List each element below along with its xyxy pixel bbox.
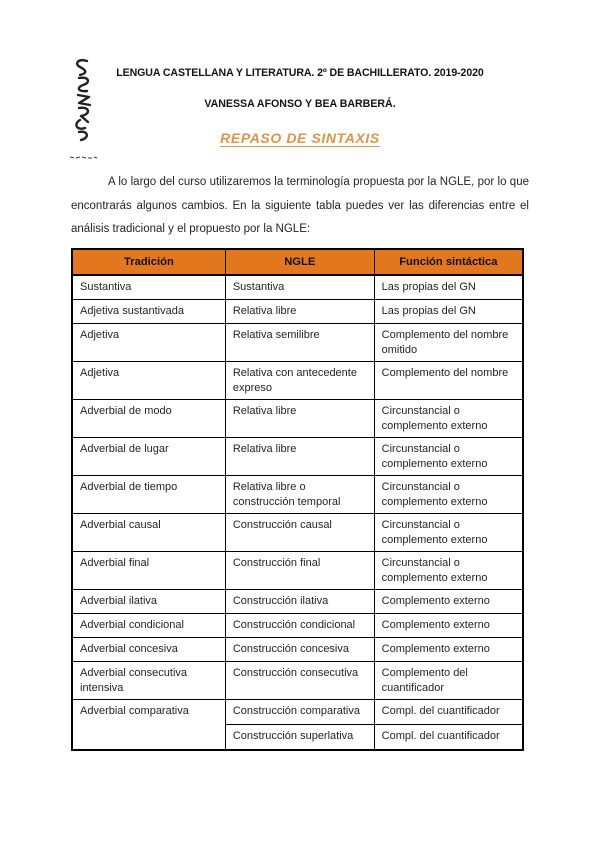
column-header-ngle: NGLE bbox=[224, 248, 375, 276]
table-cell: Relativa libre bbox=[224, 437, 375, 476]
table-row: Construcción superlativa Compl. del cuan… bbox=[72, 724, 524, 751]
table-cell: Adverbial consecutiva intensiva bbox=[71, 661, 226, 700]
table-row: Adverbial condicional Construcción condi… bbox=[71, 613, 524, 638]
table-cell: Relativa libre o construcción temporal bbox=[224, 475, 375, 514]
table-cell: Relativa semilibre bbox=[224, 323, 375, 362]
table-row: Adverbial comparativa Construcción compa… bbox=[71, 699, 524, 751]
table-cell: Adjetiva bbox=[71, 361, 226, 400]
table-cell: Construcción concesiva bbox=[224, 637, 375, 662]
table-cell: Circunstancial o complemento externo bbox=[373, 551, 524, 590]
table-cell: Adverbial de tiempo bbox=[71, 475, 226, 514]
table-row: Adverbial de lugar Relativa libre Circun… bbox=[71, 437, 524, 476]
table-cell: Complemento externo bbox=[373, 613, 524, 638]
graffiti-logo-icon bbox=[69, 59, 98, 159]
table-row: Adverbial final Construcción final Circu… bbox=[71, 551, 524, 590]
document-header-line1: LENGUA CASTELLANA Y LITERATURA. 2º DE BA… bbox=[116, 67, 484, 79]
table-row: Adverbial consecutiva intensiva Construc… bbox=[71, 661, 524, 700]
table-cell: Complemento del nombre bbox=[373, 361, 524, 400]
table-cell: Relativa libre bbox=[224, 399, 375, 438]
table-row: Adverbial de tiempo Relativa libre o con… bbox=[71, 475, 524, 514]
table-cell: Complemento del nombre omitido bbox=[373, 323, 524, 362]
table-cell: Construcción condicional bbox=[224, 613, 375, 638]
syntax-comparison-table: Tradición NGLE Función sintáctica Sustan… bbox=[71, 248, 524, 751]
table-cell: Relativa con antecedente expreso bbox=[224, 361, 375, 400]
table-cell: Circunstancial o complemento externo bbox=[373, 513, 524, 552]
table-cell-merged: Adverbial comparativa bbox=[71, 699, 226, 751]
table-cell: Complemento del cuantificador bbox=[373, 661, 524, 700]
table-cell: Las propias del GN bbox=[373, 299, 524, 324]
table-cell: Sustantiva bbox=[71, 274, 226, 300]
table-cell: Construcción causal bbox=[224, 513, 375, 552]
table-cell: Construcción comparativa bbox=[224, 699, 375, 725]
table-row: Adjetiva sustantivada Relativa libre Las… bbox=[71, 299, 524, 324]
table-cell: Adjetiva bbox=[71, 323, 226, 362]
table-row: Adverbial concesiva Construcción concesi… bbox=[71, 637, 524, 662]
table-cell: Complemento externo bbox=[373, 637, 524, 662]
table-row: Sustantiva Sustantiva Las propias del GN bbox=[71, 274, 524, 300]
table-cell: Adverbial causal bbox=[71, 513, 226, 552]
table-cell: Complemento externo bbox=[373, 589, 524, 614]
table-cell: Sustantiva bbox=[224, 274, 375, 300]
table-cell: Circunstancial o complemento externo bbox=[373, 437, 524, 476]
table-cell: Construcción consecutiva bbox=[224, 661, 375, 700]
table-cell: Adverbial de lugar bbox=[71, 437, 226, 476]
table-row: Adverbial causal Construcción causal Cir… bbox=[71, 513, 524, 552]
table-cell: Circunstancial o complemento externo bbox=[373, 399, 524, 438]
column-header-tradicion: Tradición bbox=[71, 248, 226, 276]
table-cell: Adverbial ilativa bbox=[71, 589, 226, 614]
table-cell: Compl. del cuantificador bbox=[373, 699, 524, 725]
table-row: Adverbial de modo Relativa libre Circuns… bbox=[71, 399, 524, 438]
intro-paragraph: A lo largo del curso utilizaremos la ter… bbox=[71, 176, 529, 235]
table-row: Adjetiva Relativa semilibre Complemento … bbox=[71, 323, 524, 362]
table-cell: Compl. del cuantificador bbox=[373, 724, 524, 751]
table-cell: Construcción final bbox=[224, 551, 375, 590]
document-header-line2: VANESSA AFONSO Y BEA BARBERÁ. bbox=[204, 98, 396, 110]
table-row: Adverbial ilativa Construcción ilativa C… bbox=[71, 589, 524, 614]
page-title: REPASO DE SINTAXIS bbox=[220, 130, 380, 146]
column-header-funcion-sintactica: Función sintáctica bbox=[373, 248, 524, 276]
table-cell: Construcción superlativa bbox=[224, 724, 375, 751]
table-cell: Circunstancial o complemento externo bbox=[373, 475, 524, 514]
table-cell: Adverbial de modo bbox=[71, 399, 226, 438]
table-cell: Las propias del GN bbox=[373, 274, 524, 300]
table-cell: Adverbial condicional bbox=[71, 613, 226, 638]
table-cell: Construcción ilativa bbox=[224, 589, 375, 614]
school-logo bbox=[64, 56, 102, 168]
table-cell: Adverbial final bbox=[71, 551, 226, 590]
table-cell: Adjetiva sustantivada bbox=[71, 299, 226, 324]
table-row: Adjetiva Relativa con antecedente expres… bbox=[71, 361, 524, 400]
table-cell: Adverbial concesiva bbox=[71, 637, 226, 662]
table-header-row: Tradición NGLE Función sintáctica bbox=[71, 248, 524, 276]
table-cell: Relativa libre bbox=[224, 299, 375, 324]
